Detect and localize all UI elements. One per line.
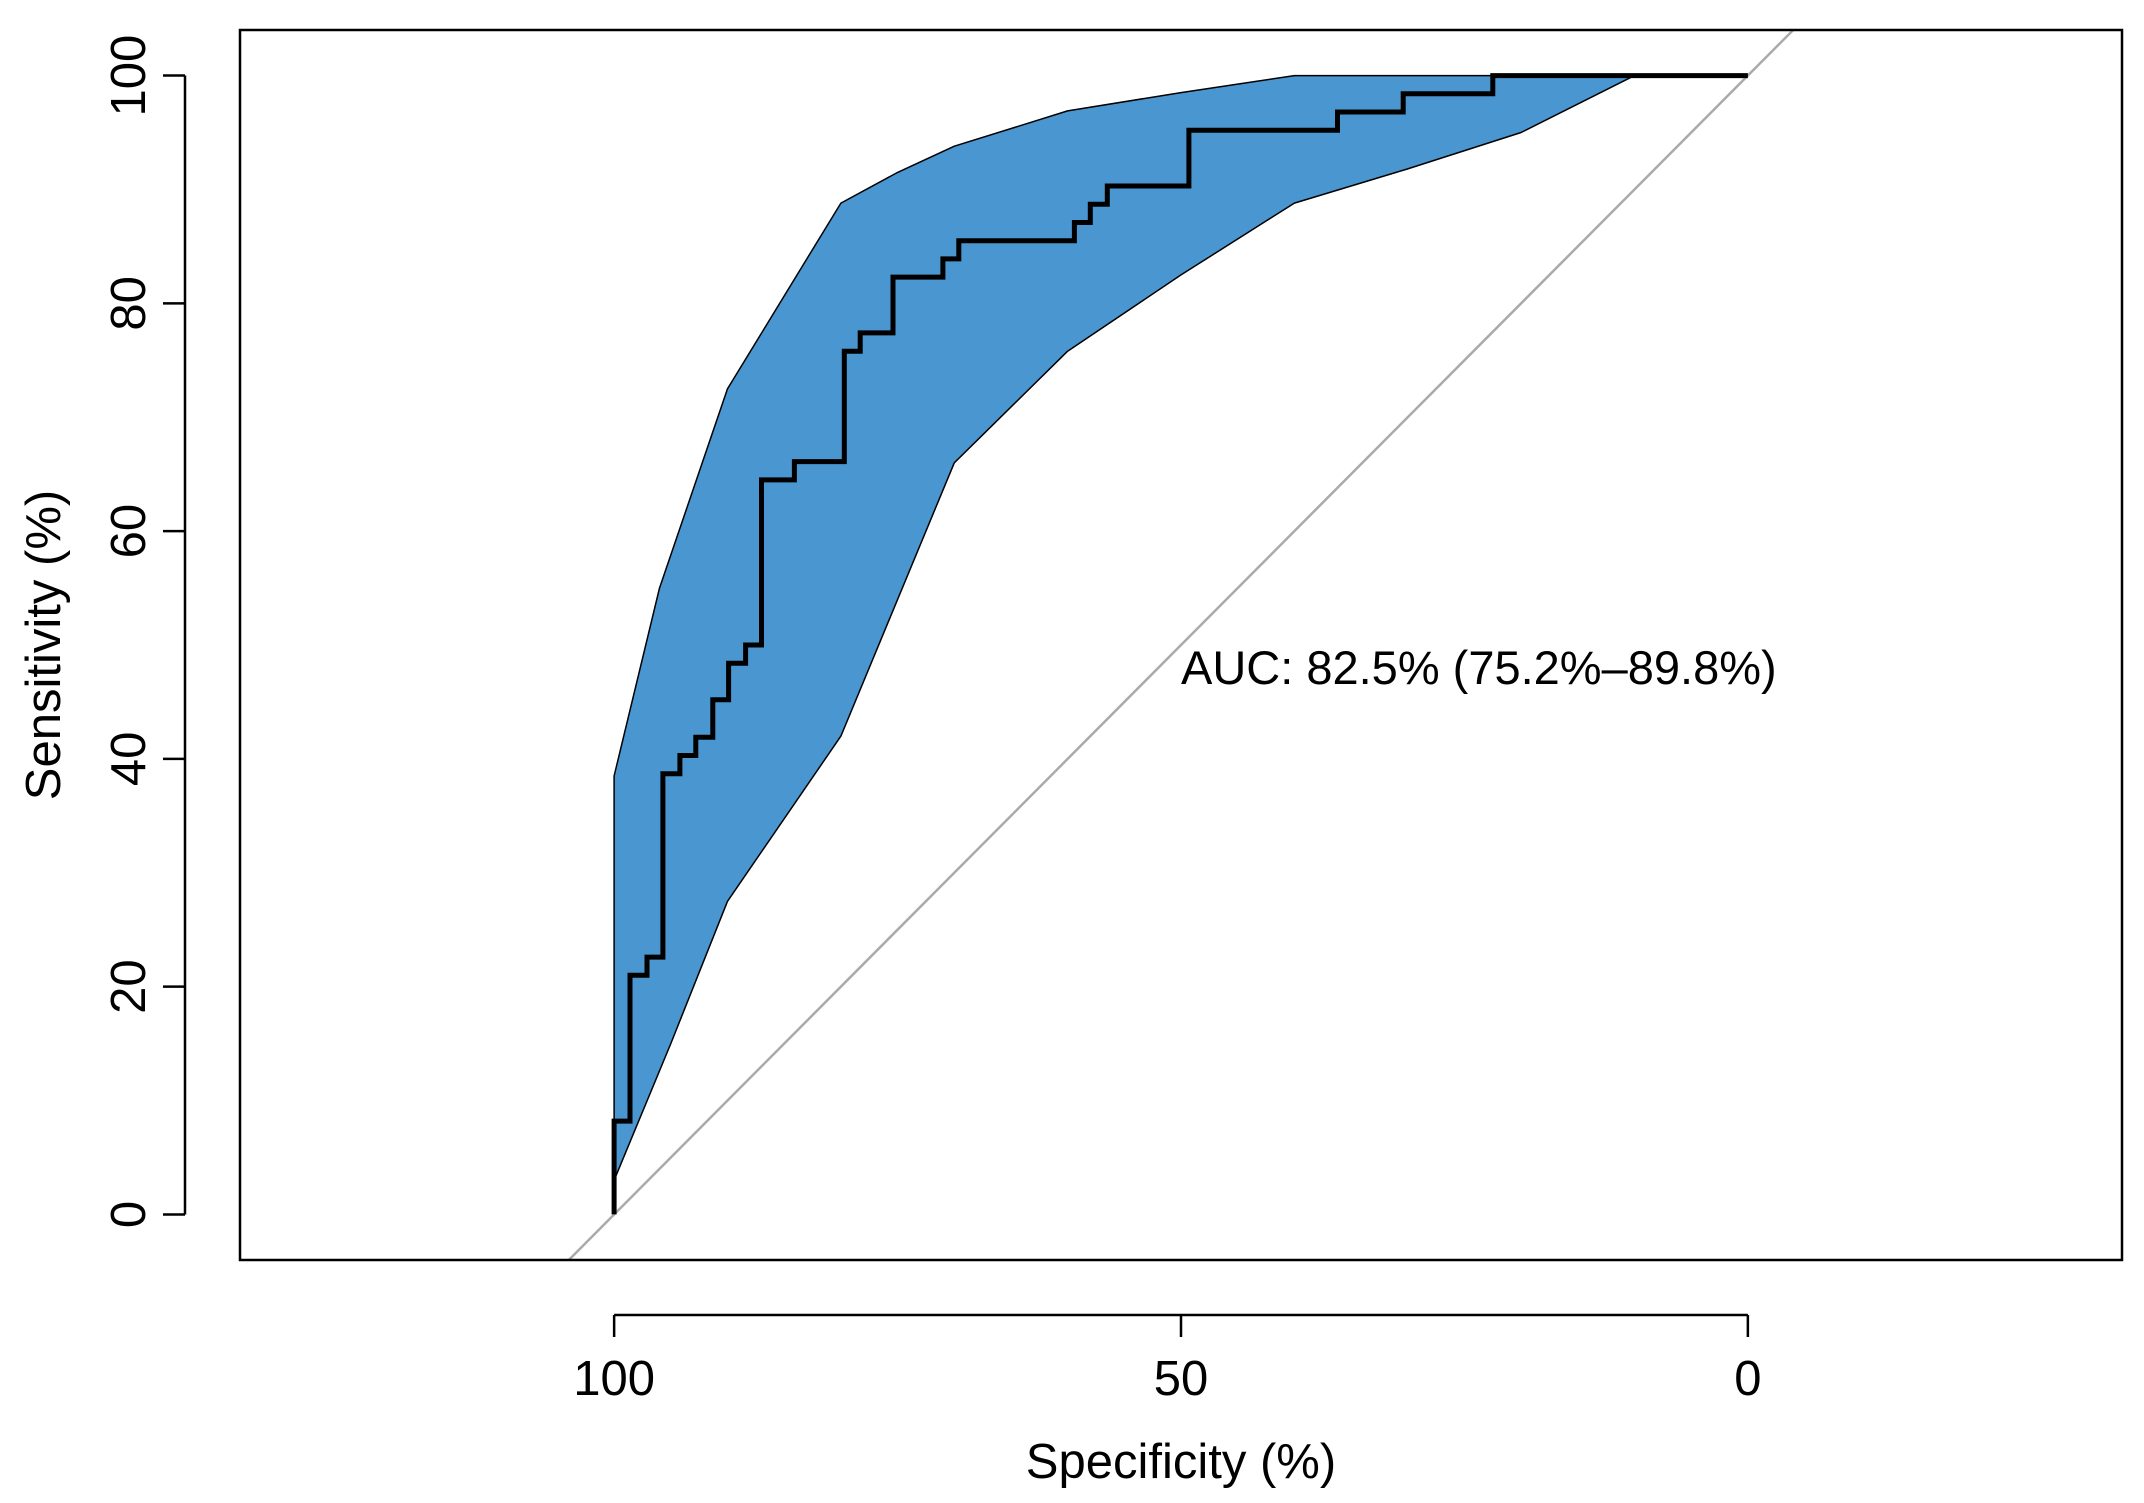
y-tick-label: 60 [102,504,156,559]
y-tick-label: 100 [102,35,156,117]
x-tick-label: 50 [1154,1352,1209,1406]
roc-curve [611,73,1748,1215]
y-tick-label: 40 [102,732,156,787]
axes: 100 50 0 0 20 40 60 80 100 [102,35,1762,1406]
y-tick-label: 80 [102,276,156,331]
y-tick-label: 20 [102,959,156,1014]
y-axis-label: Sensitivity (%) [17,490,71,800]
auc-annotation: AUC: 82.5% (75.2%–89.8%) [1181,641,1777,694]
plot-area [567,30,1795,1260]
x-axis-label: Specificity (%) [1026,1435,1336,1489]
x-tick-label: 100 [573,1352,655,1406]
x-tick-label: 0 [1734,1352,1761,1406]
plot-frame [238,28,2124,1262]
chance-diagonal [567,30,1795,1260]
y-tick-label: 0 [102,1201,156,1228]
